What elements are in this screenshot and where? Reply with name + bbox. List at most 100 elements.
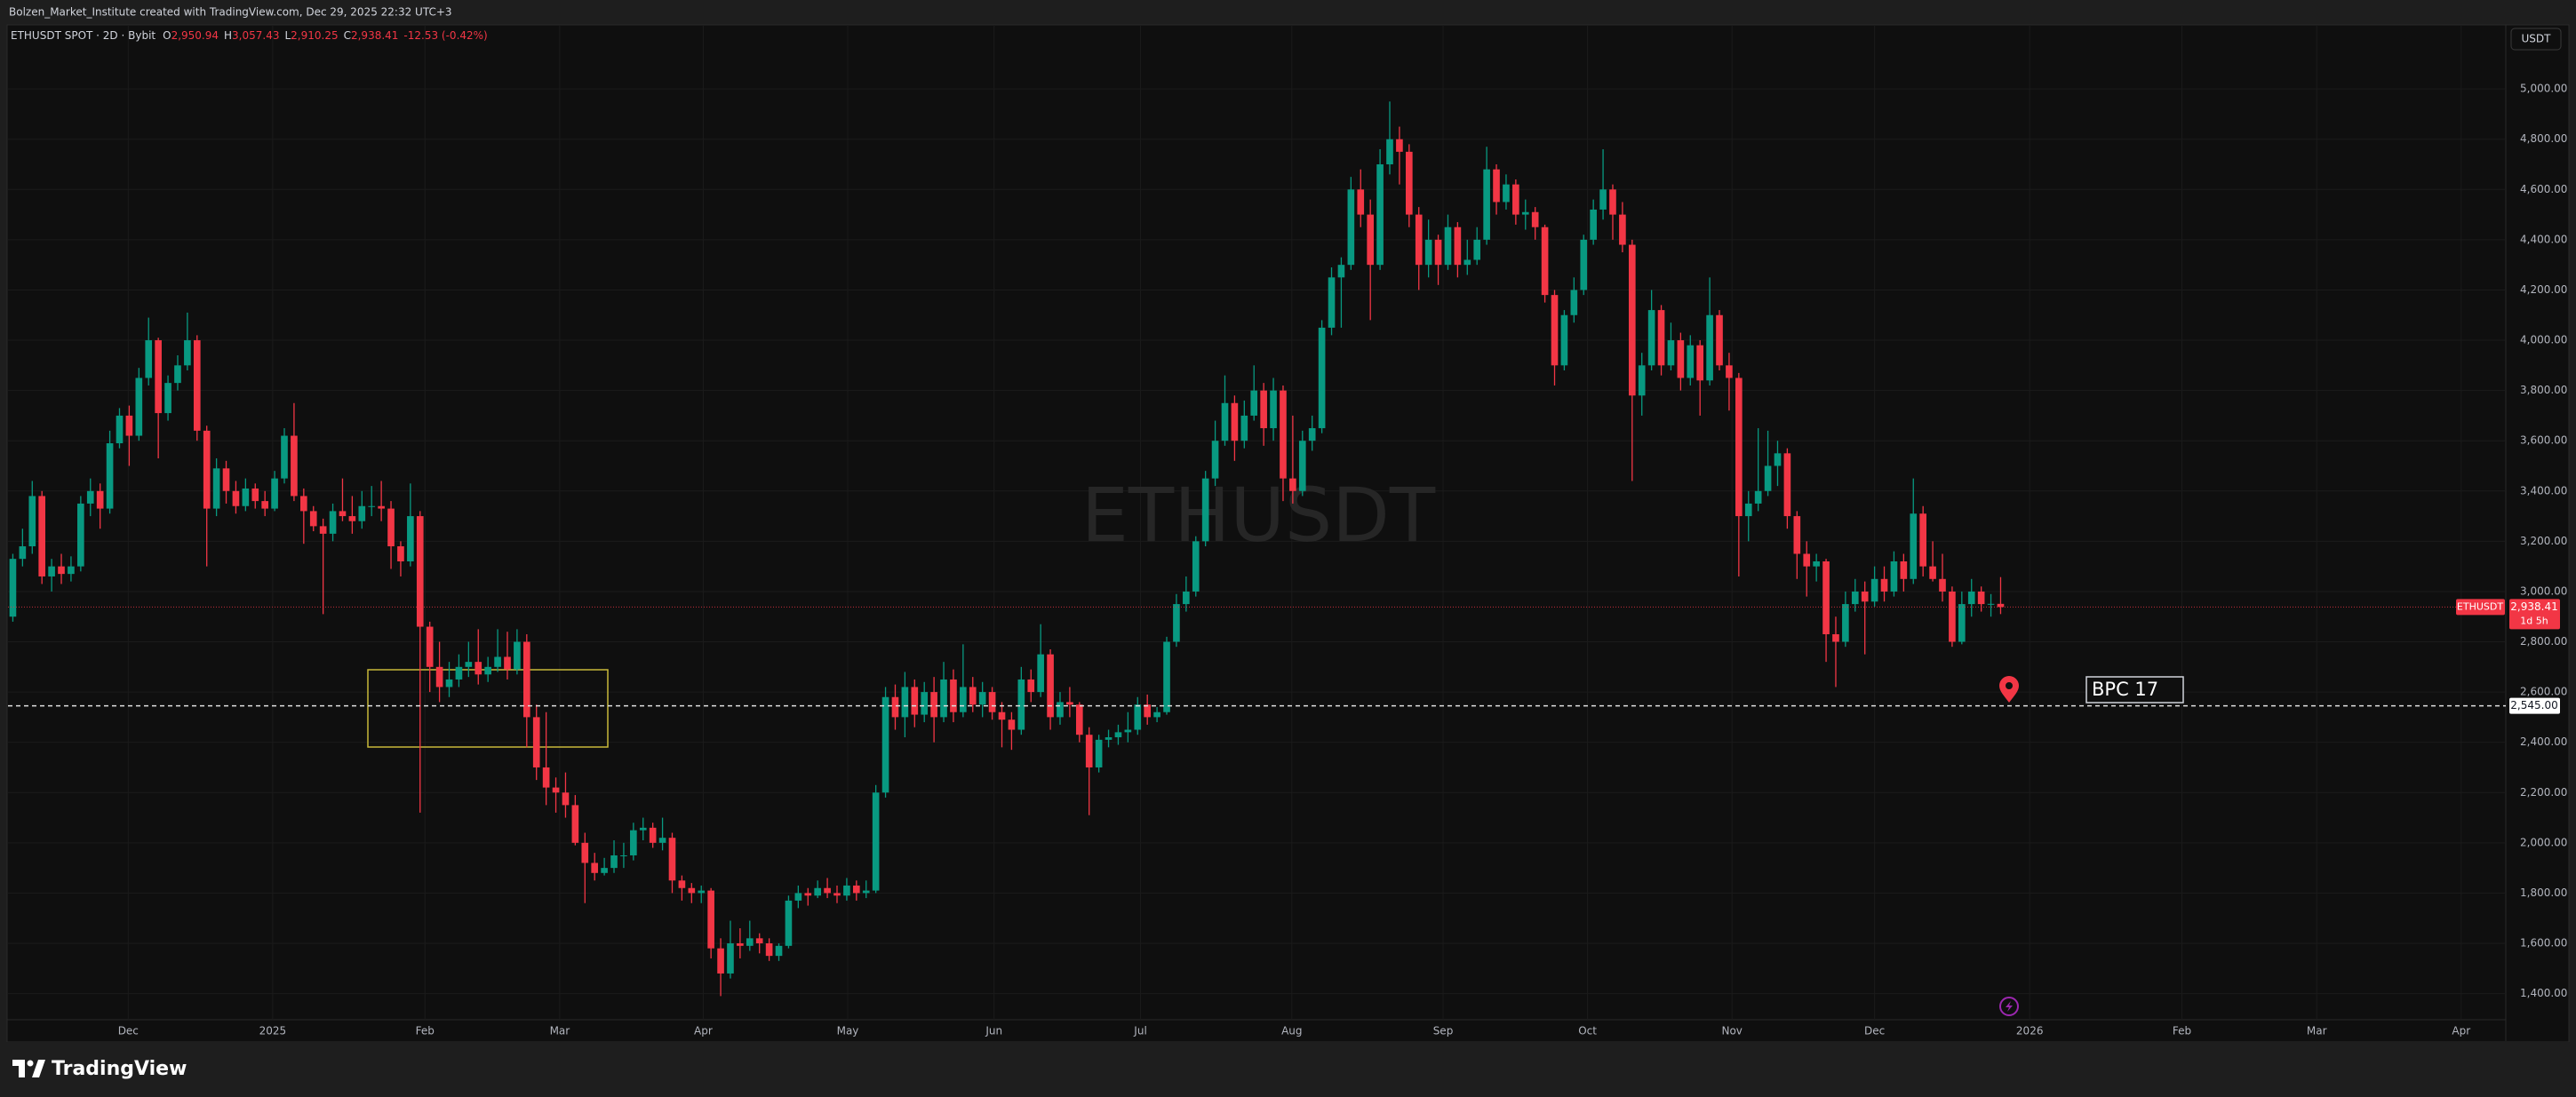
x-tick-label: Jun xyxy=(985,1025,1002,1037)
candle-body xyxy=(1231,402,1239,441)
candle-body xyxy=(514,641,521,670)
candle-body xyxy=(1163,641,1170,712)
candle-body xyxy=(1774,453,1782,466)
candle-body xyxy=(1347,189,1355,266)
annotation-box xyxy=(2086,676,2184,704)
candle-body xyxy=(1832,634,1839,642)
candle-body xyxy=(1647,310,1655,366)
candle-body xyxy=(1270,390,1277,429)
y-tick-label: 2,200.00 xyxy=(2520,786,2567,799)
candle-body xyxy=(1473,239,1481,260)
candle-body xyxy=(1017,679,1025,730)
x-tick-label: Jul xyxy=(1133,1025,1146,1037)
caption: Bolzen_Market_Institute created with Tra… xyxy=(9,6,452,19)
candle-body xyxy=(116,415,124,444)
candle-body xyxy=(1541,227,1549,296)
candle-body xyxy=(475,662,483,675)
candle-body xyxy=(1066,702,1073,705)
candle-body xyxy=(281,435,288,479)
x-tick-label: Mar xyxy=(2307,1025,2327,1037)
candle-body xyxy=(1308,428,1316,441)
candle-body xyxy=(164,383,171,414)
candle-body xyxy=(1105,737,1113,740)
candle-body xyxy=(707,890,714,949)
symbol-readout: ETHUSDT SPOT · 2D · Bybit O2,950.94 H3,057… xyxy=(11,29,488,42)
event-icon[interactable] xyxy=(1999,997,2019,1016)
candle-body xyxy=(1037,654,1044,693)
logo-dot xyxy=(27,1060,34,1067)
candle-body xyxy=(1890,560,1898,592)
candle-body xyxy=(309,511,317,527)
candle-body xyxy=(1396,139,1403,152)
alert-pin[interactable] xyxy=(1999,676,2019,703)
candle-body xyxy=(552,787,560,793)
y-tick-label: 4,600.00 xyxy=(2520,183,2567,195)
y-tick-label: 2,400.00 xyxy=(2520,735,2567,748)
candle-body xyxy=(1173,604,1180,642)
candle-body xyxy=(426,626,434,667)
candle-body xyxy=(891,696,899,718)
candle-body xyxy=(1357,189,1365,215)
y-tick-label: 4,000.00 xyxy=(2520,334,2567,346)
candle-body xyxy=(300,496,307,512)
candle-body xyxy=(881,696,889,793)
candle-body xyxy=(1406,151,1413,215)
candle-body xyxy=(1250,390,1258,416)
candle-body xyxy=(1085,735,1093,767)
candle-body xyxy=(601,868,608,873)
candle-body xyxy=(1298,441,1306,491)
candle-body xyxy=(145,340,153,378)
candle-body xyxy=(668,838,676,881)
candle-body xyxy=(1580,239,1588,290)
candle-body xyxy=(222,468,230,491)
y-tick-label: 3,600.00 xyxy=(2520,434,2567,447)
candle-body xyxy=(688,887,696,894)
candle-body xyxy=(358,505,366,521)
y-tick-label: 2,000.00 xyxy=(2520,836,2567,848)
x-tick-label: 2026 xyxy=(2016,1025,2044,1037)
logo-mark[interactable] xyxy=(12,1060,45,1077)
candle-body xyxy=(717,948,724,974)
candle-body xyxy=(581,842,589,863)
price-badge xyxy=(2509,599,2560,630)
logo-text[interactable]: TradingView xyxy=(52,1058,187,1080)
candle-body xyxy=(1047,654,1054,718)
candle-body xyxy=(232,490,240,506)
currency-button[interactable] xyxy=(2510,28,2562,51)
currency-label[interactable]: USDT xyxy=(2522,33,2552,45)
candle-body xyxy=(397,546,404,561)
candle-body xyxy=(630,830,637,855)
candle-body xyxy=(242,488,250,506)
candle-body xyxy=(940,679,947,718)
x-tick-label: 2025 xyxy=(259,1025,287,1037)
candle-body xyxy=(1842,604,1849,642)
y-tick-label: 4,400.00 xyxy=(2520,233,2567,245)
candle-body xyxy=(610,855,618,869)
candle-body xyxy=(814,887,821,896)
candle-body xyxy=(378,505,385,509)
candle-body xyxy=(416,516,424,627)
candle-body xyxy=(368,505,376,507)
logo-t xyxy=(12,1060,25,1077)
candle-body xyxy=(1454,227,1462,266)
event-bolt xyxy=(2006,1001,2013,1012)
candle-body xyxy=(58,566,65,575)
candle-body xyxy=(1521,211,1529,215)
readout-value: 3,057.43 xyxy=(232,29,279,42)
candle-body xyxy=(1716,314,1723,366)
candle-body xyxy=(804,893,812,896)
candle-body xyxy=(1192,541,1200,592)
candle-body xyxy=(591,862,599,873)
candle-body xyxy=(755,938,763,943)
candle-body xyxy=(1057,702,1064,718)
candle-body xyxy=(1531,211,1539,227)
readout-value: 2,938.41 xyxy=(351,29,398,42)
candle-body xyxy=(522,641,530,718)
x-tick-label: Apr xyxy=(2452,1025,2470,1037)
candle-body xyxy=(504,656,511,670)
candle-body xyxy=(1599,189,1607,210)
candle-body xyxy=(203,430,211,509)
candle-body xyxy=(1619,214,1626,245)
candle-body xyxy=(1754,490,1762,504)
